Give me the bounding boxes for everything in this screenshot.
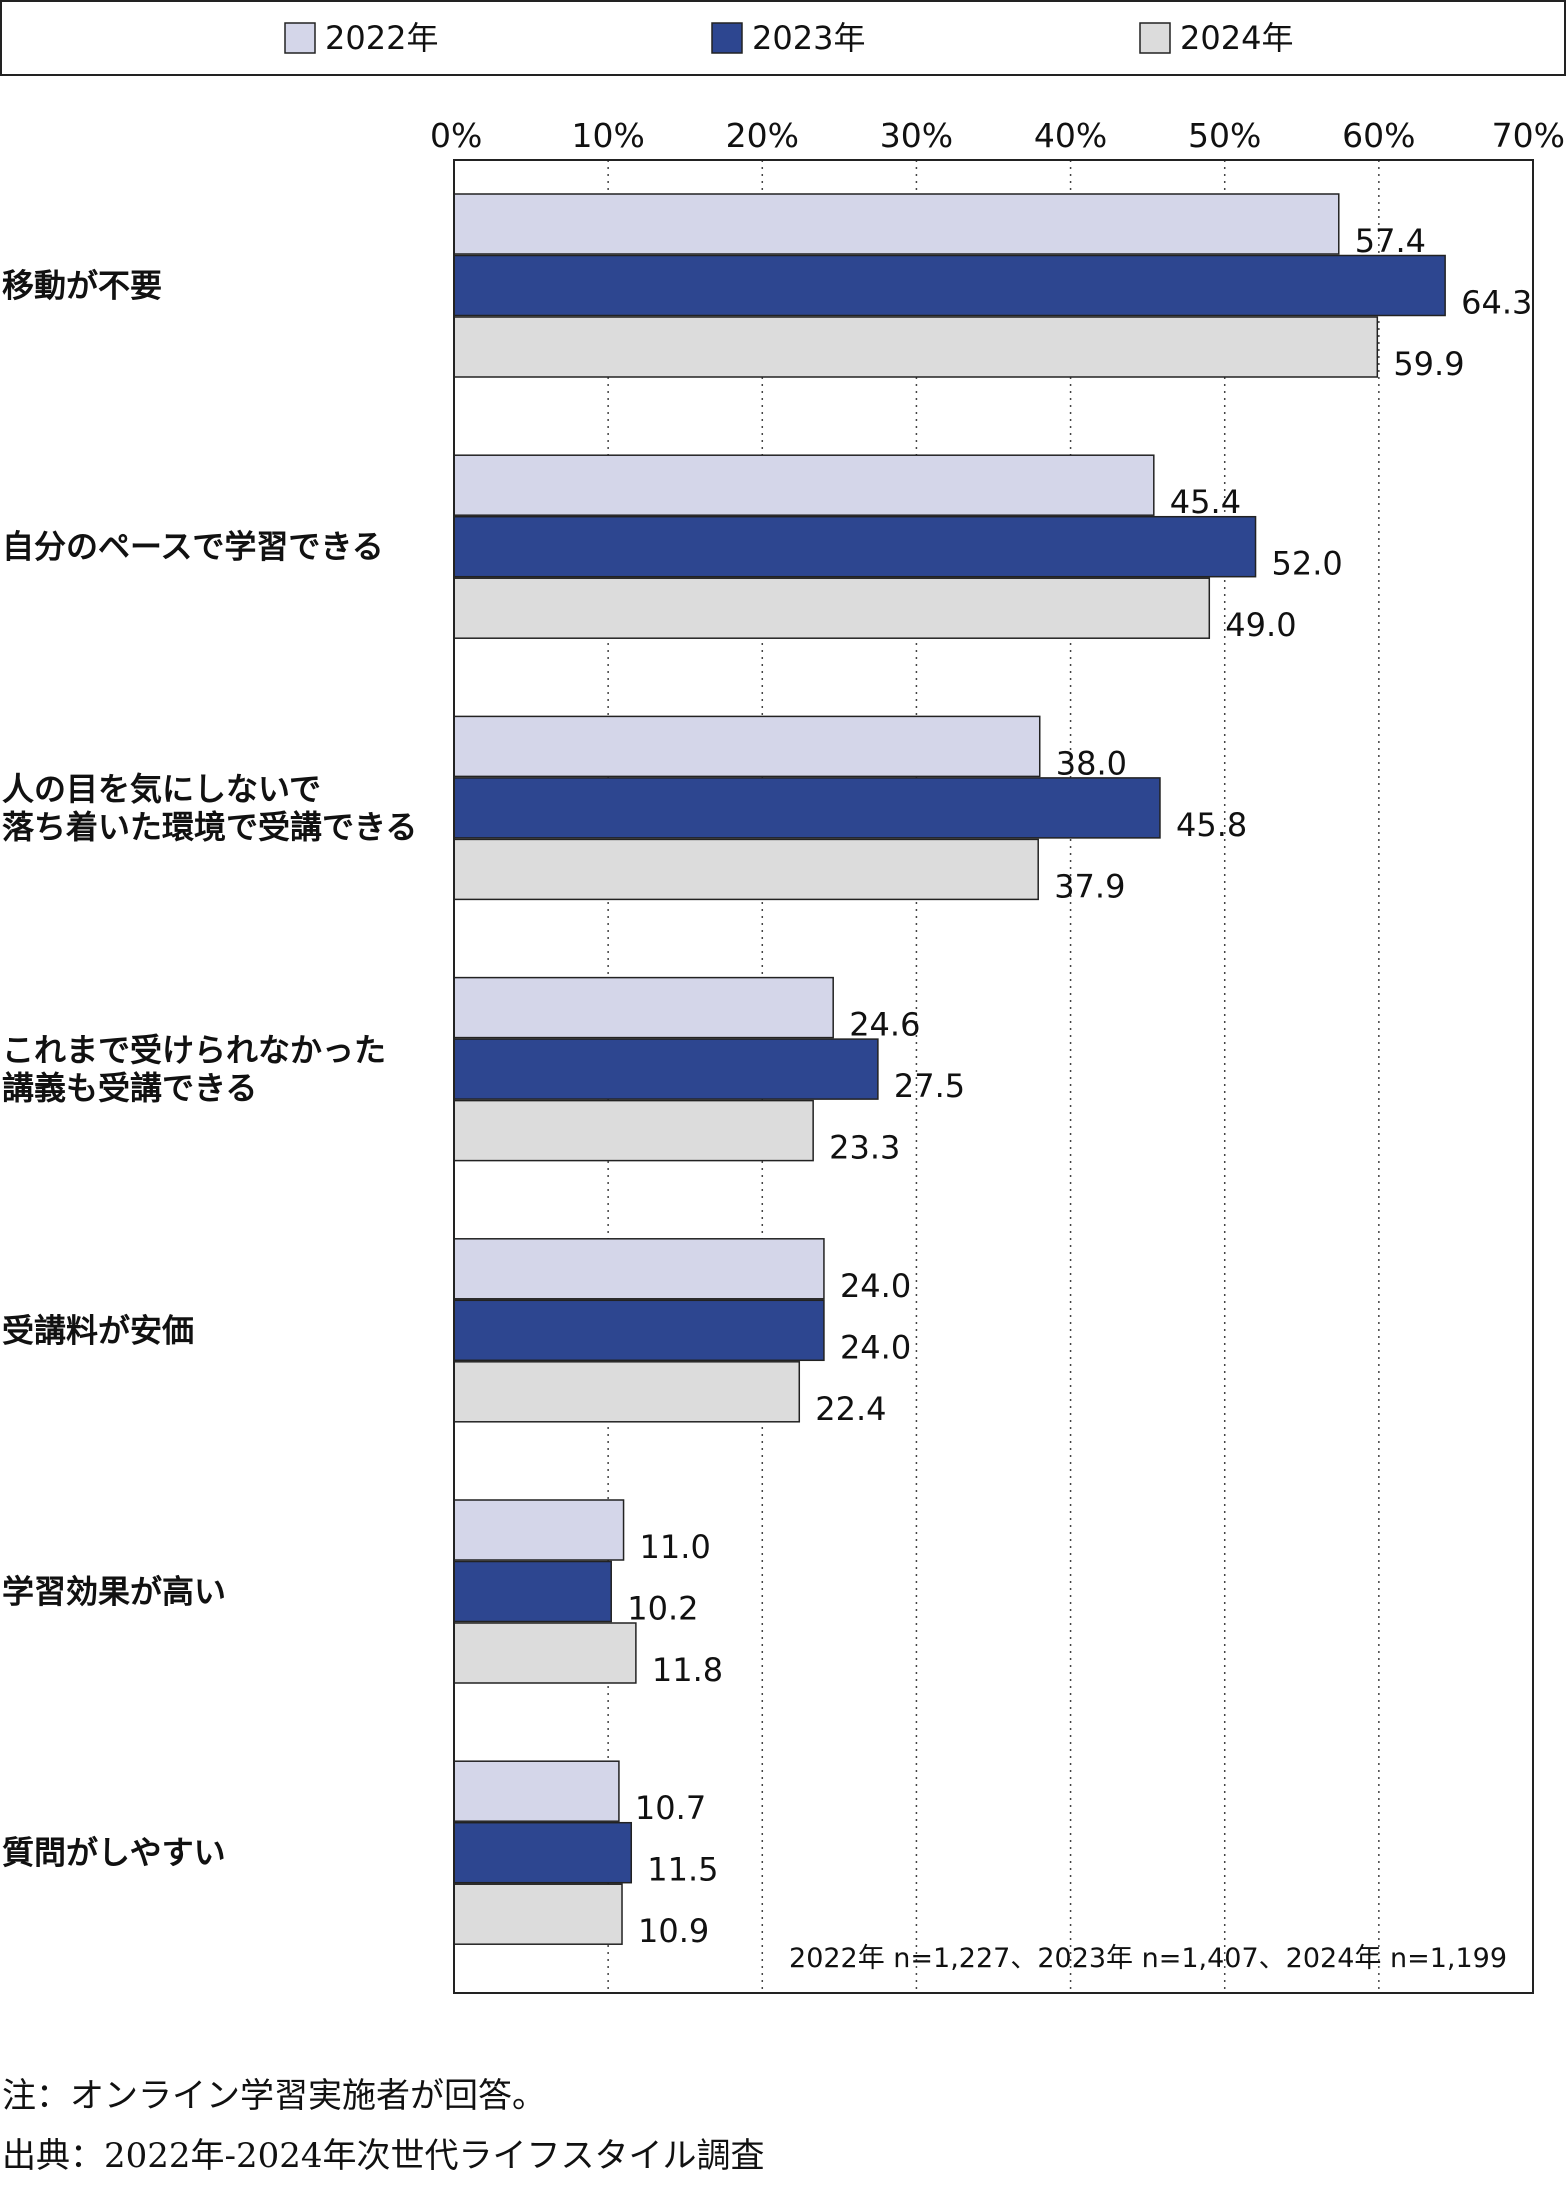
bar-2024年 <box>453 577 1211 639</box>
bar-2022年 <box>453 715 1041 778</box>
legend-swatch-2024年 <box>1139 22 1171 54</box>
x-axis-ticks: 0% 10% 20% 30% 40% 50% 60% 70% <box>430 116 1565 155</box>
bar-2023年 <box>453 1560 612 1623</box>
category-labels: 移動が不要自分のペースで学習できる人の目を気にしないで落ち着いた環境で受講できる… <box>2 267 417 1872</box>
bar-2023年 <box>453 515 1257 578</box>
bar-2024年 <box>453 1883 623 1945</box>
bar-2023年 <box>453 254 1446 317</box>
x-tick-label: 60% <box>1342 116 1415 155</box>
source-note: 出典：2022年-2024年次世代ライフスタイル調査 <box>2 2136 765 2176</box>
x-tick-label: 0% <box>430 116 482 155</box>
footnote: 注：オンライン学習実施者が回答。 <box>2 2076 546 2116</box>
data-label: 52.0 <box>1272 545 1343 583</box>
data-label: 24.0 <box>840 1328 911 1366</box>
plot-area <box>453 159 1534 1994</box>
bar-2024年 <box>453 1622 637 1684</box>
bar-2023年 <box>453 1038 879 1100</box>
category-label: 移動が不要 <box>2 267 162 305</box>
bar-2024年 <box>453 838 1039 901</box>
bar-2022年 <box>453 1238 825 1300</box>
data-label: 24.0 <box>840 1267 911 1305</box>
bar-2024年 <box>453 1361 801 1423</box>
bar-2024年 <box>453 1099 814 1162</box>
category-label: 人の目を気にしないで <box>2 770 321 808</box>
bar-2022年 <box>453 193 1340 255</box>
x-tick-label: 50% <box>1188 116 1261 155</box>
data-label: 23.3 <box>829 1129 900 1167</box>
x-tick-label: 20% <box>726 116 799 155</box>
gridlines <box>607 160 1380 1993</box>
bar-2022年 <box>453 1760 620 1822</box>
bar-2023年 <box>453 1821 633 1884</box>
category-label: 自分のペースで学習できる <box>2 528 384 566</box>
category-label: 受講料が安価 <box>2 1311 194 1349</box>
x-tick-label: 30% <box>880 116 953 155</box>
legend: 2022年 2023年 2024年 <box>0 0 1566 76</box>
data-label: 11.8 <box>652 1651 723 1689</box>
bar-2022年 <box>453 454 1155 516</box>
sample-size-note: 2022年 n=1,227、2023年 n=1,407、2024年 n=1,19… <box>789 1943 1507 1974</box>
category-label: 講義も受講できる <box>2 1069 257 1107</box>
data-label: 64.3 <box>1461 284 1532 322</box>
bar-2022年 <box>453 1499 625 1561</box>
data-label: 27.5 <box>894 1067 965 1105</box>
data-label: 11.5 <box>647 1851 718 1889</box>
data-label: 10.2 <box>627 1590 698 1628</box>
data-label: 38.0 <box>1056 744 1127 782</box>
data-label: 11.0 <box>640 1528 711 1566</box>
bar-2024年 <box>453 316 1379 378</box>
x-tick-label: 70% <box>1492 116 1565 155</box>
category-label: 落ち着いた環境で受講できる <box>2 808 417 846</box>
bars <box>453 193 1446 1945</box>
data-label: 59.9 <box>1393 345 1464 383</box>
data-label: 10.7 <box>635 1789 706 1827</box>
value-labels: 57.4 64.3 59.9 45.4 52.0 49.0 38.0 45.8 37.9 24.6… <box>627 222 1532 1950</box>
data-label: 37.9 <box>1054 867 1125 905</box>
legend-swatch-2023年 <box>711 22 743 54</box>
x-tick-label: 40% <box>1034 116 1107 155</box>
legend-label-2024年: 2024年 <box>1180 19 1293 57</box>
bar-2022年 <box>453 976 834 1039</box>
data-label: 49.0 <box>1225 606 1296 644</box>
category-label: 学習効果が高い <box>2 1573 226 1611</box>
data-label: 57.4 <box>1355 222 1426 260</box>
bar-2023年 <box>453 777 1161 839</box>
data-label: 45.8 <box>1176 806 1247 844</box>
category-label: これまで受けられなかった <box>2 1031 386 1069</box>
category-label: 質問がしやすい <box>2 1834 226 1872</box>
data-label: 45.4 <box>1170 483 1241 521</box>
legend-swatch-2022年 <box>284 22 316 54</box>
legend-label-2022年: 2022年 <box>325 19 438 57</box>
data-label: 24.6 <box>849 1006 920 1044</box>
legend-box <box>0 0 1566 76</box>
legend-label-2023年: 2023年 <box>752 19 865 57</box>
data-label: 10.9 <box>638 1912 709 1950</box>
data-label: 22.4 <box>815 1390 886 1428</box>
bar-2023年 <box>453 1299 825 1362</box>
x-tick-label: 10% <box>571 116 644 155</box>
